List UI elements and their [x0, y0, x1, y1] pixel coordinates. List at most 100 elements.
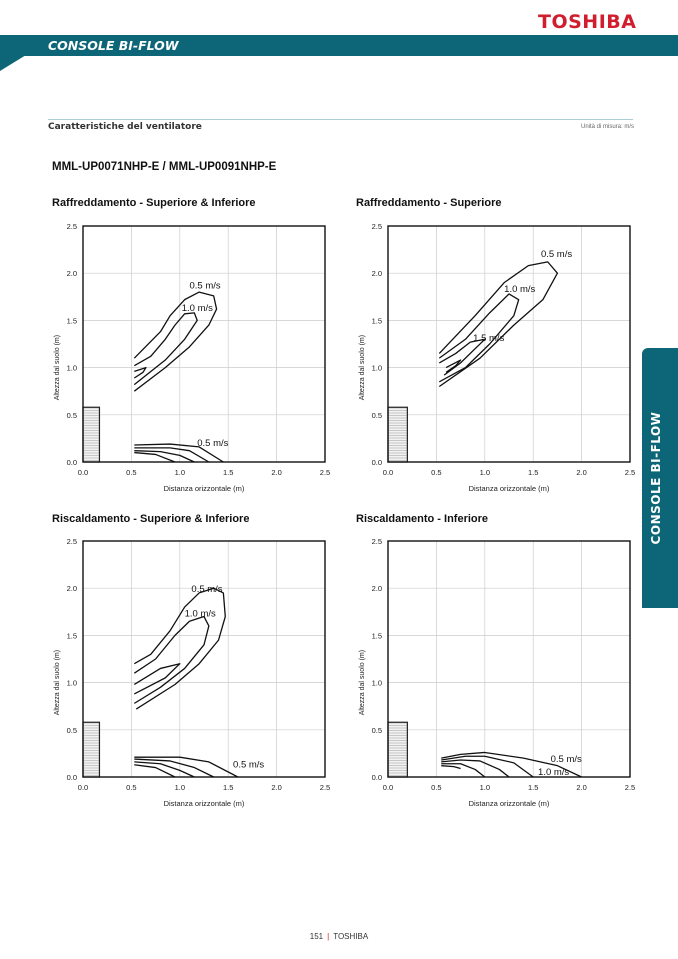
chart-1: 0.00.0 0.5 0.5 1.0 1.0 1.5 1.5 2.0 2.0 2.5 2.5 0.5 … — [54, 222, 330, 493]
x-tick-label: 1.0 — [480, 783, 490, 792]
footer: 151 | TOSHIBA — [0, 932, 678, 941]
chart-title-4: Riscaldamento - Inferiore — [356, 513, 489, 525]
contour-label: 1.5 m/s — [473, 333, 504, 344]
unit-note: Unità di misura: m/s — [580, 124, 634, 130]
x-tick-label: 0.0 — [383, 468, 393, 477]
x-tick-label: 0.0 — [78, 468, 88, 477]
x-tick-label: 1.5 — [223, 783, 233, 792]
velocity-contour — [438, 261, 559, 388]
y-tick-label: 1.0 — [67, 364, 77, 373]
velocity-contour — [134, 764, 176, 778]
contour-label: 1.0 m/s — [182, 303, 213, 314]
plot-frame — [82, 540, 326, 778]
y-tick-label: 2.5 — [372, 537, 382, 546]
y-axis-label: Altezza dal suolo (m) — [359, 650, 366, 715]
y-tick-label: 0.0 — [372, 773, 382, 782]
y-tick-label: 2.5 — [67, 222, 77, 231]
chart-2: 0.00.0 0.5 0.5 1.0 1.0 1.5 1.5 2.0 2.0 2.5 2.5 0.5 … — [359, 222, 635, 493]
y-tick-label: 1.0 — [372, 679, 382, 688]
y-tick-label: 0.5 — [67, 411, 77, 420]
y-tick-label: 1.5 — [67, 316, 77, 325]
x-tick-label: 2.5 — [320, 468, 330, 477]
indoor-unit-box — [387, 721, 408, 778]
indoor-unit-box — [82, 721, 101, 778]
velocity-contour — [134, 450, 195, 463]
contour-label: 0.5 m/s — [191, 584, 222, 595]
header-band-corner — [0, 55, 26, 71]
contour-label: 1.0 m/s — [504, 284, 535, 295]
x-tick-label: 0.5 — [431, 783, 441, 792]
y-tick-label: 0.0 — [67, 773, 77, 782]
y-tick-label: 0.5 — [67, 726, 77, 735]
side-tab-label: CONSOLE BI-FLOW — [649, 411, 663, 545]
contour-label: 1.0 m/s — [185, 609, 216, 620]
section-divider — [48, 119, 633, 120]
velocity-contour — [441, 755, 534, 778]
contour-label: 0.5 m/s — [551, 754, 582, 765]
plot-frame — [387, 225, 631, 463]
velocity-contour — [134, 451, 176, 463]
velocity-contour — [134, 447, 210, 463]
contour-label: 0.5 m/s — [197, 438, 228, 449]
y-tick-label: 1.5 — [67, 631, 77, 640]
velocity-contour — [441, 765, 461, 770]
plot-frame — [387, 540, 631, 778]
velocity-contour — [133, 291, 218, 392]
chart-title-1: Raffreddamento - Superiore & Inferiore — [52, 197, 256, 209]
velocity-contour — [445, 359, 462, 373]
y-axis-label: Altezza dal suolo (m) — [54, 335, 61, 400]
velocity-contour — [134, 761, 195, 778]
x-tick-label: 2.0 — [576, 783, 586, 792]
y-tick-label: 1.0 — [67, 679, 77, 688]
x-tick-label: 2.0 — [271, 783, 281, 792]
contour-label: 0.5 m/s — [189, 280, 220, 291]
chart-title-3: Riscaldamento - Superiore & Inferiore — [52, 513, 250, 525]
y-tick-label: 0.5 — [372, 726, 382, 735]
velocity-contour — [134, 758, 214, 778]
x-tick-label: 1.5 — [528, 783, 538, 792]
x-tick-label: 1.5 — [528, 468, 538, 477]
y-tick-label: 2.0 — [372, 269, 382, 278]
x-tick-label: 0.5 — [126, 468, 136, 477]
velocity-contour — [133, 312, 198, 386]
y-tick-label: 2.5 — [372, 222, 382, 231]
x-tick-label: 0.5 — [126, 783, 136, 792]
chart-3: 0.00.0 0.5 0.5 1.0 1.0 1.5 1.5 2.0 2.0 2.5 2.5 0.5 … — [54, 537, 330, 808]
y-tick-label: 0.5 — [372, 411, 382, 420]
x-tick-label: 0.0 — [383, 783, 393, 792]
velocity-contour — [133, 587, 226, 710]
page-number: 151 — [309, 932, 324, 941]
x-tick-label: 0.5 — [431, 468, 441, 477]
velocity-contour — [441, 763, 486, 778]
indoor-unit-box — [387, 406, 408, 463]
x-tick-label: 2.5 — [625, 783, 635, 792]
chart-title-2: Raffreddamento - Superiore — [356, 197, 502, 209]
x-tick-label: 2.5 — [625, 468, 635, 477]
footer-brand: TOSHIBA — [333, 932, 369, 941]
side-tab — [642, 348, 678, 608]
y-tick-label: 0.0 — [372, 458, 382, 467]
x-tick-label: 2.5 — [320, 783, 330, 792]
toshiba-logo: TOSHIBA — [538, 11, 637, 33]
x-axis-label: Distanza orizzontale (m) — [164, 484, 245, 493]
x-axis-label: Distanza orizzontale (m) — [469, 484, 550, 493]
model-title: MML-UP0071NHP-E / MML-UP0091NHP-E — [52, 161, 277, 173]
velocity-contour — [441, 759, 510, 778]
velocity-contour — [134, 443, 224, 463]
x-axis-label: Distanza orizzontale (m) — [164, 799, 245, 808]
y-axis-label: Altezza dal suolo (m) — [54, 650, 61, 715]
plot-frame — [82, 225, 326, 463]
velocity-contour — [133, 366, 147, 379]
velocity-contour — [133, 615, 210, 704]
footer-separator: | — [327, 932, 330, 941]
x-tick-label: 1.5 — [223, 468, 233, 477]
y-tick-label: 2.0 — [67, 269, 77, 278]
contour-label: 0.5 m/s — [541, 249, 572, 260]
header-band-title: CONSOLE BI-FLOW — [48, 38, 179, 53]
x-tick-label: 0.0 — [78, 783, 88, 792]
velocity-contour — [441, 751, 582, 778]
velocity-contour — [134, 756, 239, 778]
x-tick-label: 1.0 — [480, 468, 490, 477]
x-tick-label: 2.0 — [271, 468, 281, 477]
x-axis-label: Distanza orizzontale (m) — [469, 799, 550, 808]
